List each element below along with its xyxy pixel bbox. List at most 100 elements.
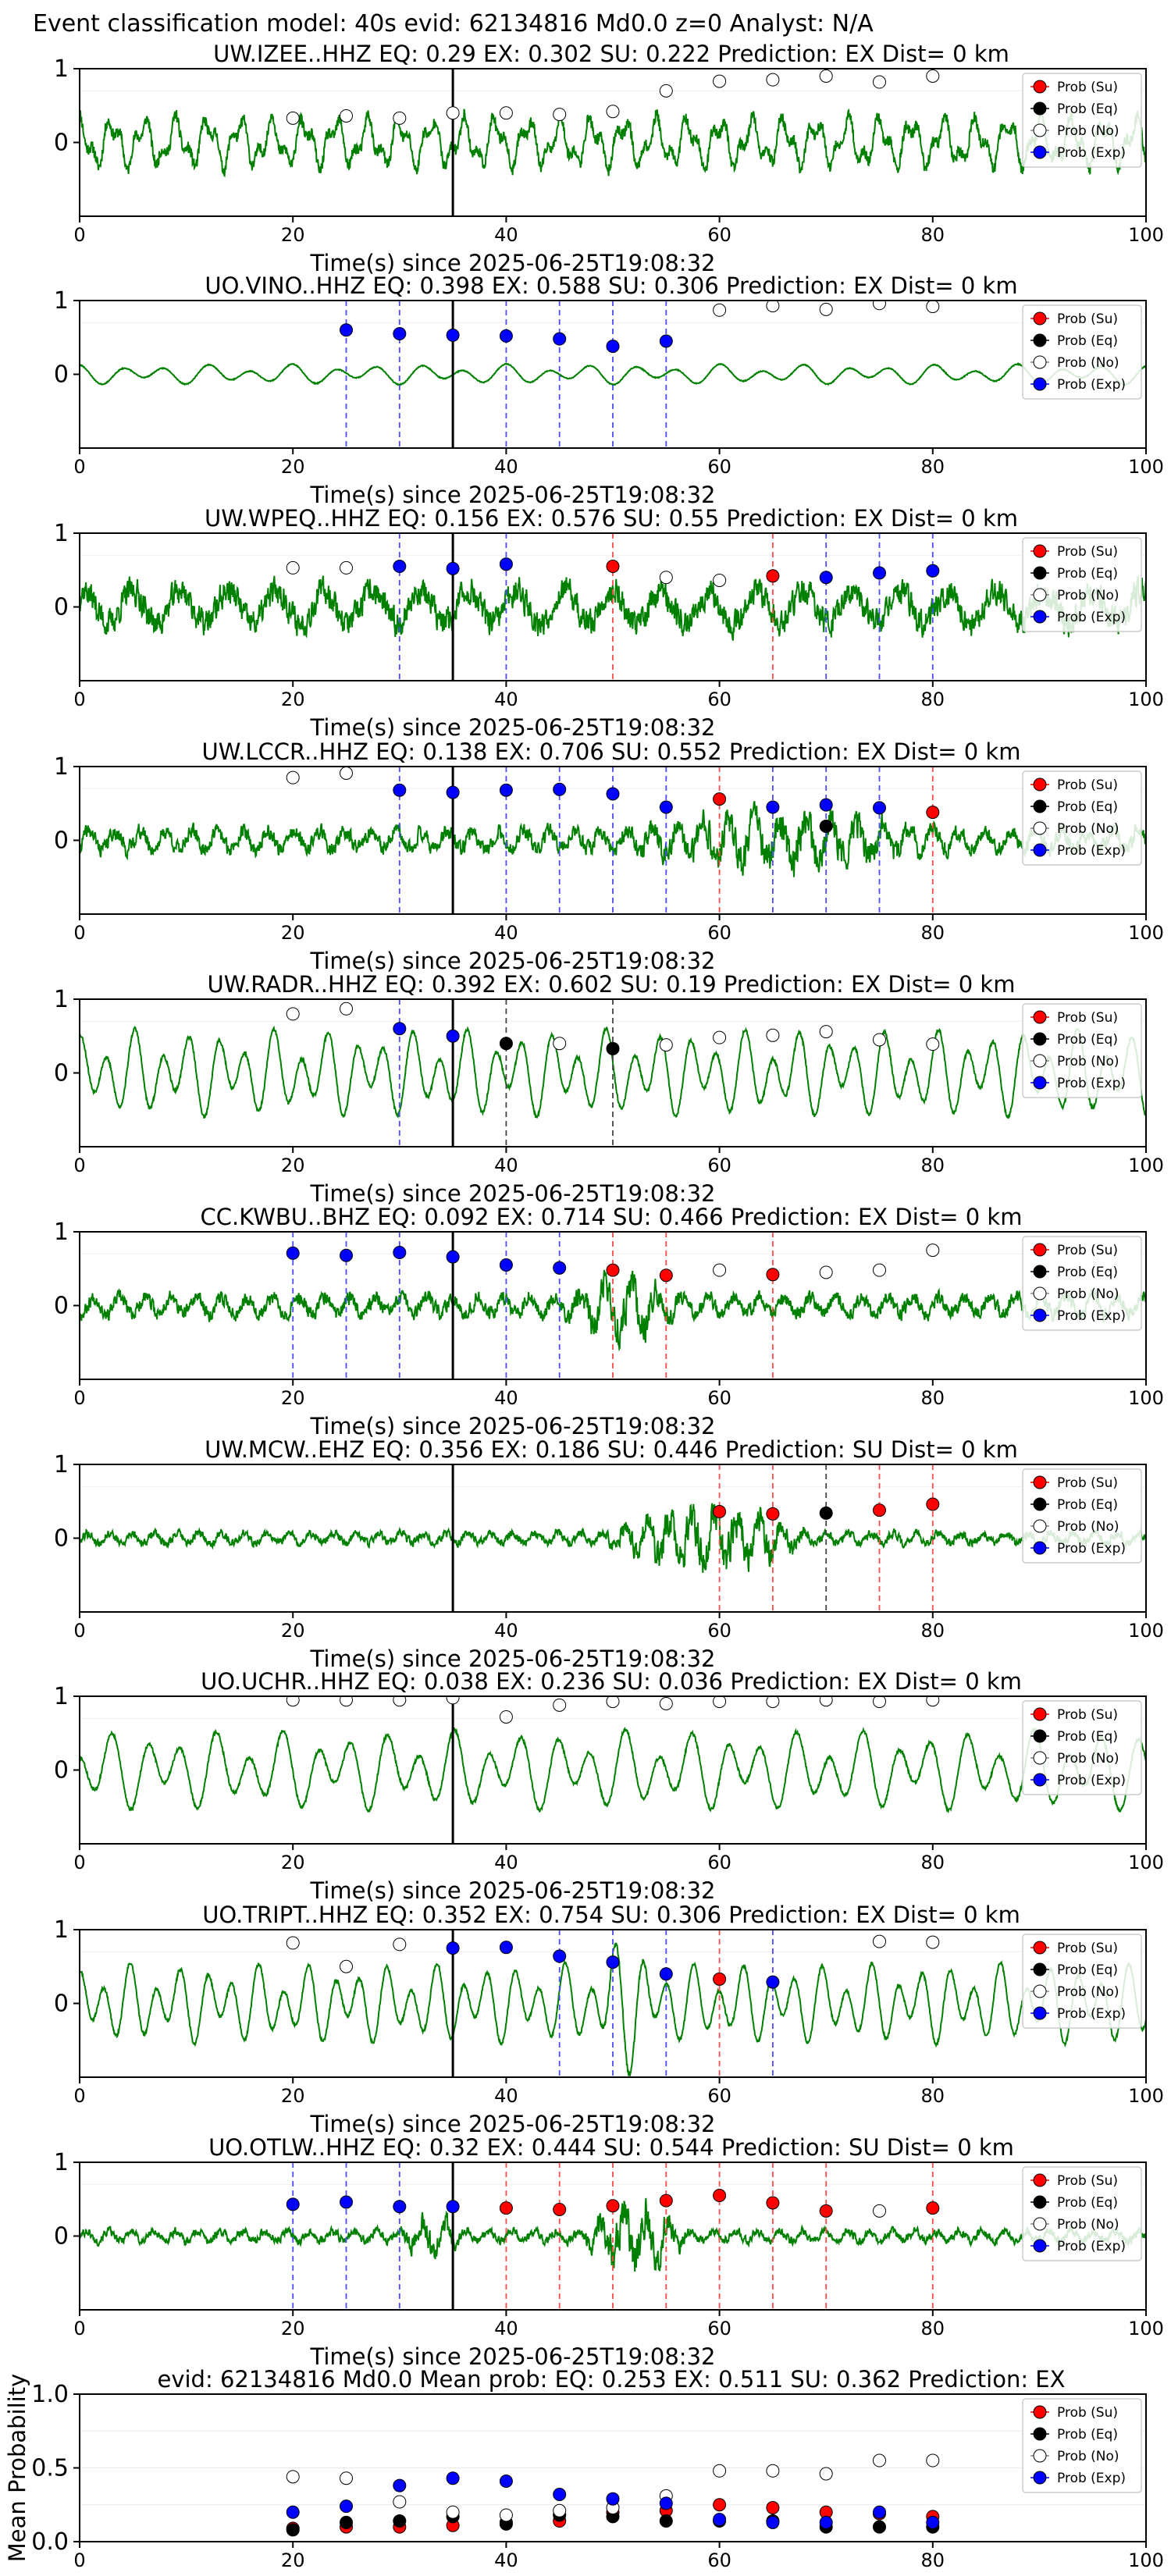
legend-marker	[1033, 1773, 1047, 1787]
x-tick-label: 20	[281, 1387, 305, 1409]
x-tick-label: 60	[707, 1387, 731, 1409]
prob-point-su	[553, 2202, 567, 2216]
legend-box	[1022, 2166, 1142, 2261]
prob-point-no	[713, 1263, 727, 1277]
prob-point-no	[393, 1937, 407, 1952]
y-tick-label: 0	[54, 1525, 69, 1553]
panel-title: UO.VINO..HHZ EQ: 0.398 EX: 0.588 SU: 0.3…	[205, 272, 1017, 299]
prob-point-exp	[393, 327, 407, 341]
plot-area	[286, 2453, 940, 2537]
legend-label: Prob (Eq)	[1057, 566, 1118, 582]
prob-point-no	[393, 1696, 407, 1707]
x-tick-label: 80	[921, 922, 945, 944]
panels-group: UW.IZEE..HHZ EQ: 0.29 EX: 0.302 SU: 0.22…	[4, 41, 1164, 2571]
y-tick-label: 0	[54, 130, 69, 157]
legend-label: Prob (Su)	[1057, 2173, 1118, 2189]
x-tick-label: 40	[494, 2549, 518, 2571]
x-tick-label: 80	[921, 456, 945, 478]
prob-point-no	[286, 770, 300, 785]
prob-point-exp	[926, 564, 940, 578]
y-tick-label: 0	[54, 1757, 69, 1784]
plot-area	[80, 1930, 1146, 2077]
prob-point-no	[659, 1038, 673, 1052]
prob-point-su	[713, 1504, 727, 1518]
prob-point-su	[766, 1507, 780, 1521]
x-tick-label: 0	[73, 1387, 85, 1409]
y-tick-label: 0	[54, 1060, 69, 1087]
prob-point-su	[606, 1263, 620, 1277]
x-tick-label: 60	[707, 1620, 731, 1642]
legend-label: Prob (Eq)	[1057, 1962, 1118, 1978]
mean-point-exp	[340, 2500, 353, 2514]
x-tick-label: 20	[281, 922, 305, 944]
legend-label: Prob (No)	[1057, 588, 1119, 603]
y-tick-label: 0	[54, 1293, 69, 1320]
prob-point-no	[606, 105, 620, 119]
x-tick-label: 0	[73, 688, 85, 710]
legend-marker	[1033, 101, 1047, 116]
y-tick-label: 1	[54, 55, 69, 83]
x-tick-label: 40	[494, 1852, 518, 1873]
prob-point-no	[819, 1696, 833, 1707]
mean-point-eq	[340, 2515, 353, 2529]
prob-point-no	[873, 2204, 886, 2218]
legend-label: Prob (No)	[1057, 1519, 1119, 1535]
legend-label: Prob (Su)	[1057, 2405, 1118, 2421]
prob-point-exp	[446, 1029, 460, 1043]
prob-point-exp	[819, 571, 833, 585]
legend-label: Prob (No)	[1057, 1751, 1119, 1767]
x-tick-label: 0	[73, 1155, 85, 1176]
prob-point-no	[340, 1959, 353, 1973]
mean-point-exp	[446, 2471, 460, 2485]
y-tick-label: 0	[54, 827, 69, 855]
legend-marker	[1033, 1308, 1047, 1322]
panel-title: UO.TRIPT..HHZ EQ: 0.352 EX: 0.754 SU: 0.…	[202, 1902, 1020, 1928]
mean-point-exp	[873, 2505, 886, 2519]
y-tick-label: 1	[54, 1916, 69, 1944]
mean-point-exp	[606, 2492, 620, 2506]
mean-point-no	[926, 2453, 940, 2467]
x-axis-label: Time(s) since 2025-06-25T19:08:32	[310, 714, 716, 741]
panel-title: UW.MCW..EHZ EQ: 0.356 EX: 0.186 SU: 0.44…	[205, 1436, 1018, 1463]
legend-marker	[1033, 80, 1047, 94]
mean-point-no	[819, 2467, 833, 2481]
y-tick-label: 0	[54, 2223, 69, 2250]
prob-point-exp	[393, 783, 407, 797]
prob-point-no	[873, 75, 886, 89]
mean-point-exp	[553, 2488, 567, 2502]
plot-area	[80, 767, 1146, 914]
legend-marker	[1033, 1286, 1047, 1300]
mean-point-exp	[393, 2478, 407, 2492]
legend-label: Prob (No)	[1057, 2217, 1119, 2233]
plot-area	[80, 69, 1146, 216]
legend-label: Prob (Su)	[1057, 1941, 1118, 1956]
legend-marker	[1033, 2471, 1047, 2485]
legend-label: Prob (No)	[1057, 1286, 1119, 1302]
legend-label: Prob (Exp)	[1057, 145, 1126, 161]
legend-marker	[1033, 377, 1047, 391]
x-tick-label: 80	[921, 688, 945, 710]
x-tick-label: 40	[494, 1155, 518, 1176]
x-tick-label: 100	[1128, 2318, 1164, 2339]
prob-point-exp	[499, 1258, 513, 1272]
y-tick-label: 1	[54, 287, 69, 315]
prob-point-su	[659, 2194, 673, 2208]
prob-point-no	[873, 1033, 886, 1047]
x-tick-label: 40	[494, 224, 518, 246]
legend-label: Prob (Exp)	[1057, 2006, 1126, 2022]
prob-point-exp	[873, 801, 886, 815]
legend-box	[1022, 1468, 1142, 1564]
legend-label: Prob (Eq)	[1057, 2195, 1118, 2211]
x-tick-label: 20	[281, 688, 305, 710]
mean-point-exp	[713, 2513, 727, 2527]
prob-point-no	[766, 73, 780, 87]
legend-label: Prob (Exp)	[1057, 1076, 1126, 1091]
legend-label: Prob (Su)	[1057, 1243, 1118, 1258]
mean-point-no	[446, 2505, 460, 2519]
waveform-trace	[80, 800, 1146, 877]
mean-point-no	[340, 2471, 353, 2485]
x-tick-label: 20	[281, 2318, 305, 2339]
prob-point-su	[606, 560, 620, 574]
x-tick-label: 40	[494, 688, 518, 710]
x-axis-label: Time(s) since 2025-06-25T19:08:32	[310, 250, 716, 276]
